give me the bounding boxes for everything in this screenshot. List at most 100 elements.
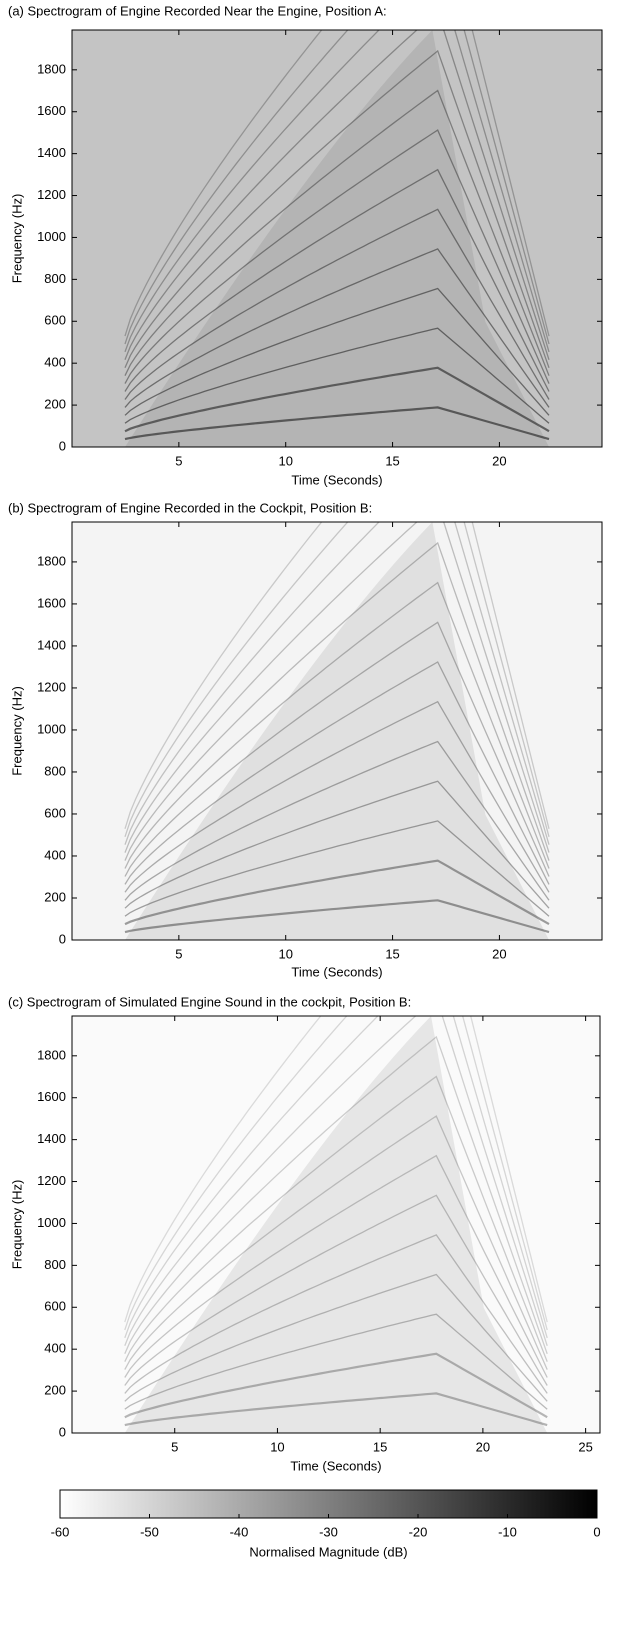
y-tick-label: 0 — [59, 438, 66, 453]
y-tick-label: 200 — [44, 889, 66, 904]
y-tick-label: 1600 — [37, 103, 66, 118]
harmonic — [124, 1016, 548, 1323]
harmonic — [124, 522, 550, 845]
harmonic — [124, 522, 550, 853]
y-tick-label: 200 — [44, 397, 66, 412]
y-tick-label: 1000 — [37, 1215, 66, 1230]
x-tick-label: 10 — [270, 1439, 284, 1454]
x-tick-label: 15 — [385, 946, 399, 961]
x-axis-label: Time (Seconds) — [291, 472, 382, 487]
colorbar-label: Normalised Magnitude (dB) — [249, 1544, 407, 1559]
harmonic — [124, 1016, 548, 1331]
y-tick-label: 400 — [44, 847, 66, 862]
harmonic — [124, 621, 550, 877]
spectrogram-image — [124, 30, 550, 447]
y-tick-label: 1200 — [37, 187, 66, 202]
colorbar-tick-label: -50 — [140, 1524, 159, 1539]
harmonic — [124, 30, 550, 337]
harmonic — [124, 661, 550, 885]
harmonic — [124, 1035, 548, 1355]
spectrogram-background — [72, 30, 602, 447]
colorbar-tick-label: 0 — [593, 1524, 600, 1539]
x-axis-label: Time (Seconds) — [291, 964, 382, 979]
x-tick-label: 5 — [175, 946, 182, 961]
harmonic — [124, 1313, 548, 1410]
y-tick-label: 1400 — [37, 637, 66, 652]
harmonic — [124, 168, 550, 392]
energy-shade — [125, 30, 549, 447]
harmonic — [124, 1016, 548, 1347]
harmonic — [124, 89, 550, 376]
y-tick-label: 600 — [44, 1299, 66, 1314]
harmonic — [124, 1016, 548, 1339]
x-tick-label: 10 — [278, 453, 292, 468]
x-tick-label: 20 — [492, 453, 506, 468]
spectrogram-background — [72, 522, 602, 940]
spectrogram-background — [72, 1016, 600, 1433]
x-tick-label: 20 — [492, 946, 506, 961]
y-tick-label: 1800 — [37, 61, 66, 76]
y-tick-label: 0 — [59, 1424, 66, 1439]
spectrogram-image — [124, 1016, 548, 1433]
y-tick-label: 600 — [44, 805, 66, 820]
y-tick-label: 1200 — [37, 679, 66, 694]
harmonic — [124, 1154, 548, 1378]
y-tick-label: 800 — [44, 1257, 66, 1272]
x-tick-label: 20 — [476, 1439, 490, 1454]
harmonic — [124, 740, 550, 901]
axes-box — [71, 29, 603, 448]
y-tick-label: 1800 — [37, 553, 66, 568]
colorbar-tick-label: -10 — [498, 1524, 517, 1539]
panel-title: (c) Spectrogram of Simulated Engine Soun… — [8, 994, 411, 1009]
x-tick-label: 5 — [175, 453, 182, 468]
y-tick-label: 0 — [59, 931, 66, 946]
y-axis-label: Frequency (Hz) — [9, 686, 24, 776]
colorbar-tick-label: -20 — [409, 1524, 428, 1539]
y-tick-label: 800 — [44, 763, 66, 778]
y-tick-label: 1400 — [37, 145, 66, 160]
harmonic — [124, 30, 550, 353]
harmonic — [124, 899, 550, 934]
harmonic — [124, 1194, 548, 1386]
colorbar-tick-label: -60 — [51, 1524, 70, 1539]
harmonic — [124, 406, 550, 441]
harmonic — [124, 30, 550, 345]
harmonic — [124, 581, 550, 869]
x-axis-label: Time (Seconds) — [290, 1458, 381, 1473]
energy-shade — [125, 522, 549, 940]
y-tick-label: 600 — [44, 313, 66, 328]
harmonic — [124, 49, 550, 369]
y-tick-label: 1200 — [37, 1173, 66, 1188]
harmonic — [124, 248, 550, 408]
y-axis-label: Frequency (Hz) — [9, 1180, 24, 1270]
harmonic — [124, 1115, 548, 1370]
energy-shade — [124, 1016, 548, 1433]
panel-title: (a) Spectrogram of Engine Recorded Near … — [8, 3, 387, 18]
y-axis-label: Frequency (Hz) — [9, 194, 24, 284]
harmonic — [124, 327, 550, 424]
spectrogram-image — [124, 522, 550, 940]
harmonic — [124, 1234, 548, 1394]
colorbar-tick-label: -40 — [230, 1524, 249, 1539]
harmonic — [124, 30, 550, 361]
harmonic — [124, 700, 550, 893]
panel-title: (b) Spectrogram of Engine Recorded in th… — [8, 500, 372, 515]
harmonic — [124, 287, 550, 416]
y-tick-label: 400 — [44, 355, 66, 370]
y-tick-label: 1000 — [37, 229, 66, 244]
y-tick-label: 1000 — [37, 721, 66, 736]
harmonic — [124, 820, 550, 917]
x-tick-label: 15 — [385, 453, 399, 468]
x-tick-label: 25 — [578, 1439, 592, 1454]
x-tick-label: 15 — [373, 1439, 387, 1454]
harmonic — [124, 1075, 548, 1362]
harmonic — [124, 1392, 548, 1427]
harmonic — [124, 780, 550, 909]
colorbar — [59, 1489, 598, 1519]
harmonic — [124, 522, 550, 829]
axes-box — [71, 521, 603, 941]
harmonic — [124, 1273, 548, 1402]
harmonic — [124, 208, 550, 400]
y-tick-label: 1600 — [37, 595, 66, 610]
